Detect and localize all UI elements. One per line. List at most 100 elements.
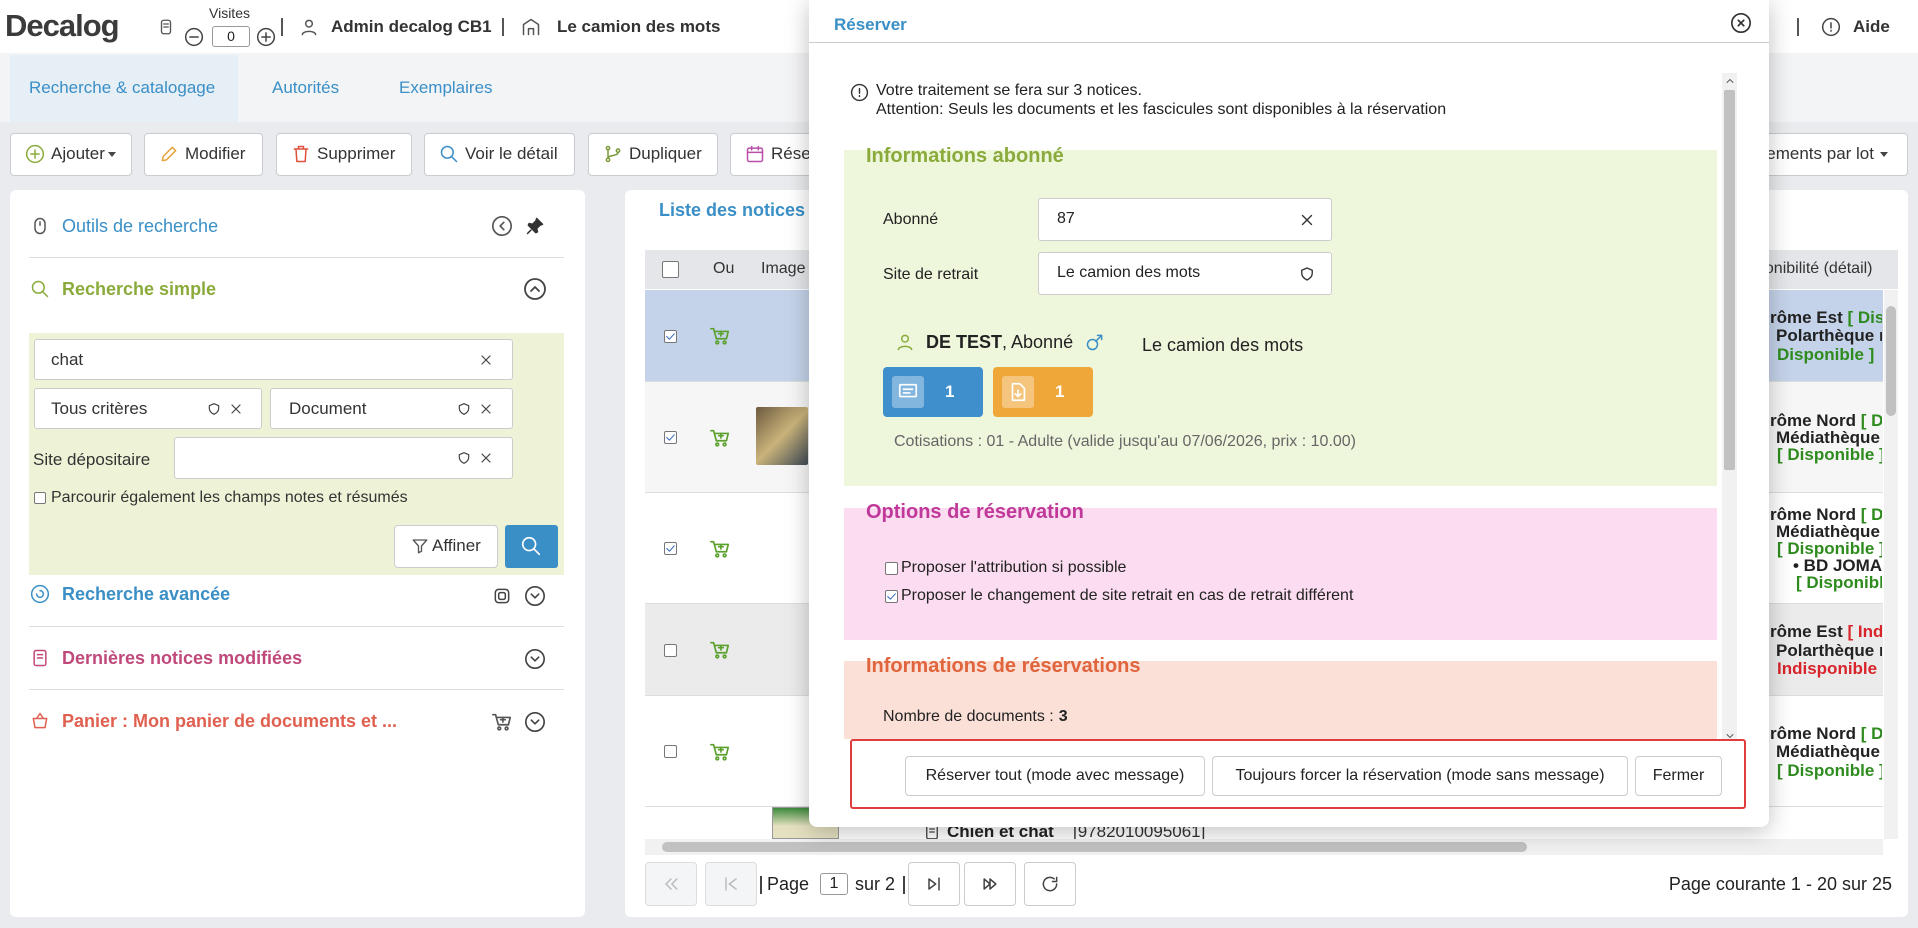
dialog-button[interactable] xyxy=(1635,756,1722,796)
badge[interactable] xyxy=(993,367,1093,417)
person-icon xyxy=(895,332,915,352)
pager-icon xyxy=(1040,874,1060,894)
icon-part xyxy=(722,755,727,761)
icon xyxy=(746,145,764,163)
h-scroll-thumb xyxy=(662,842,1527,852)
expand[interactable] xyxy=(524,711,546,733)
reserve-cart[interactable] xyxy=(709,639,731,661)
divider xyxy=(29,257,564,258)
icon-part xyxy=(530,656,540,662)
tab[interactable]: Recherche & catalogage xyxy=(29,78,216,97)
subscriber-input[interactable] xyxy=(1038,198,1332,241)
icon-part xyxy=(301,30,317,36)
icon xyxy=(1731,13,1751,33)
column-header: ponibilité (détail) xyxy=(1756,260,1873,277)
cart-title[interactable]: Panier : Mon panier de documents et ... xyxy=(62,711,398,731)
page-input[interactable]: 1 xyxy=(820,873,848,895)
row-checkbox xyxy=(663,643,677,657)
advanced-icon xyxy=(30,584,50,604)
tab[interactable]: Autorités xyxy=(272,78,340,97)
dialog-button-label: Toujours forcer la réservation (mode san… xyxy=(1235,767,1605,784)
recent-title[interactable]: Dernières notices modifiées xyxy=(62,648,303,668)
expand[interactable] xyxy=(524,648,546,670)
pager-button[interactable] xyxy=(964,862,1016,906)
pager-button[interactable] xyxy=(908,862,960,906)
role: , Abonné xyxy=(1002,332,1074,352)
pager-button[interactable] xyxy=(1024,862,1076,906)
refine-button[interactable] xyxy=(394,525,498,568)
toolbar-button[interactable] xyxy=(424,133,575,176)
advanced-extra xyxy=(492,586,512,606)
icon-part xyxy=(850,83,868,101)
icon-part xyxy=(902,388,914,394)
toolbar-button[interactable] xyxy=(588,133,718,176)
criteria-select[interactable] xyxy=(34,388,262,429)
toolbar-button[interactable] xyxy=(276,133,412,176)
icon-part xyxy=(1014,389,1022,398)
check-mark xyxy=(664,542,677,555)
option-checkbox[interactable] xyxy=(884,561,898,575)
site-select[interactable] xyxy=(174,437,513,479)
icon xyxy=(32,712,48,729)
icon-part xyxy=(710,641,730,654)
icon xyxy=(33,649,47,667)
visits-minus[interactable] xyxy=(184,27,204,47)
reserve-cart[interactable] xyxy=(709,427,731,449)
icon xyxy=(1726,79,1734,83)
tab[interactable]: Exemplaires xyxy=(399,78,493,97)
icon-part xyxy=(33,649,47,667)
pager-button[interactable] xyxy=(645,862,697,906)
badge-count: 1 xyxy=(945,382,955,401)
refine-label: Affiner xyxy=(432,536,481,555)
clear[interactable] xyxy=(478,401,494,417)
reserve-cart[interactable] xyxy=(709,538,731,560)
query-input[interactable] xyxy=(34,339,513,380)
icon xyxy=(710,641,730,659)
icon xyxy=(231,404,241,414)
collapse-left[interactable] xyxy=(491,215,513,237)
advanced-title[interactable]: Recherche avancée xyxy=(62,584,231,604)
toolbar-label: Voir le détail xyxy=(465,144,558,163)
pager-button[interactable] xyxy=(705,862,757,906)
expand[interactable] xyxy=(524,585,546,607)
clear[interactable] xyxy=(1298,211,1316,229)
reserve-cart[interactable] xyxy=(709,741,731,763)
icon xyxy=(208,403,220,415)
row-checkbox xyxy=(663,745,677,758)
page-summary: Page courante 1 - 20 sur 25 xyxy=(1668,874,1892,894)
icon xyxy=(1011,382,1026,402)
search-button[interactable] xyxy=(505,525,558,568)
collapse-up[interactable] xyxy=(523,277,547,301)
icon-part xyxy=(231,404,241,414)
visits-box[interactable]: 0 xyxy=(212,26,250,47)
visits-plus[interactable] xyxy=(256,27,276,47)
clear[interactable] xyxy=(478,352,494,368)
clear[interactable] xyxy=(228,401,244,417)
separator xyxy=(502,18,504,36)
icon-part xyxy=(607,149,619,159)
toolbar-button[interactable] xyxy=(144,133,263,176)
availability-text: [ Dis xyxy=(1860,505,1882,524)
pin[interactable] xyxy=(525,216,545,236)
help-icon xyxy=(1821,17,1841,37)
type-select[interactable] xyxy=(270,388,513,429)
clear[interactable] xyxy=(478,450,494,466)
badge-icon-bg xyxy=(892,376,924,408)
icon-part xyxy=(717,432,725,439)
icon-part xyxy=(1726,79,1734,83)
icon-part xyxy=(25,144,45,164)
availability-text: Médiathèque xyxy=(1776,428,1880,447)
reserve-cart[interactable] xyxy=(709,325,731,347)
icon-part xyxy=(717,330,725,337)
icon-part xyxy=(412,539,428,554)
availability-line: rôme Nord [ Dis xyxy=(1770,503,1882,527)
pickup-select[interactable] xyxy=(1038,252,1332,295)
option-checkbox[interactable] xyxy=(884,589,898,603)
check-mark xyxy=(664,431,677,444)
availability: rôme Nord [ DisMédiathèque[ Disponible ] xyxy=(1769,382,1882,493)
help-link[interactable]: Aide xyxy=(1853,17,1890,36)
dialog-close[interactable] xyxy=(1730,12,1752,34)
dialog-button[interactable] xyxy=(905,756,1205,796)
dialog-button[interactable] xyxy=(1212,756,1628,796)
